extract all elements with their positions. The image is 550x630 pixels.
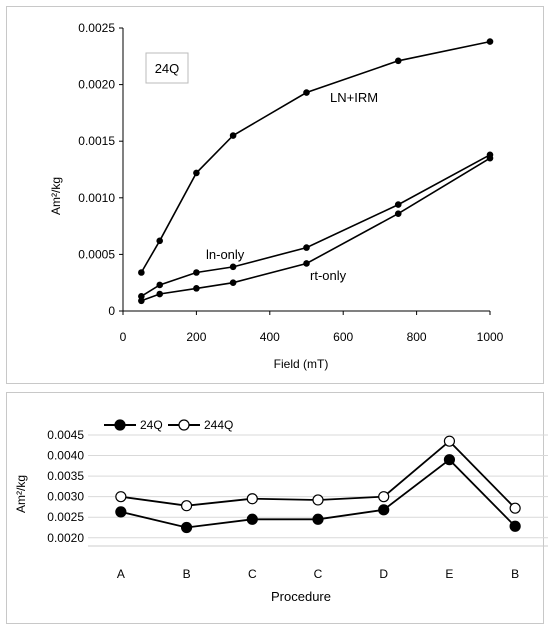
y-tick-label: 0.0010 [78,191,115,205]
series-line-ln-irm [140,40,491,273]
series-label-rt-only: rt-only [310,268,347,283]
y-axis-title: Am²/kg [14,475,28,513]
data-point-ln-only [193,269,200,276]
data-point-24q [378,504,390,516]
y-tick-label: 0.0005 [78,247,115,261]
data-point-ln-irm [156,237,163,245]
y-tick-label: 0.0035 [47,469,84,483]
legend-marker-244q [178,419,190,431]
data-point-24q [246,513,258,525]
x-tick-label: D [379,567,388,581]
x-axis-title: Procedure [271,589,331,604]
x-tick-label: E [445,567,453,581]
data-point-ln-irm [138,269,145,276]
x-tick-label: B [183,567,191,581]
data-point-ln-only [138,292,145,300]
y-tick-label: 0.0025 [47,510,84,524]
x-tick-label: C [248,567,257,581]
data-point-ln-only [229,263,237,271]
data-point-rt-only [193,285,200,292]
data-point-244q [312,494,324,506]
data-point-rt-only [486,154,494,162]
field-chart: 0 0.0005 0.0010 0.0015 0.0020 0.0025 0 200 400 6… [49,21,504,371]
field-chart-panel [6,6,544,384]
y-tick-label: 0.0045 [47,428,84,442]
data-point-244q [180,500,193,512]
data-point-ln-irm [303,89,310,96]
y-tick-label: 0.0025 [78,21,115,35]
legend-label-244q: 244Q [204,418,233,432]
sample-badge-label: 24Q [155,61,180,76]
x-tick-label: 800 [407,330,427,344]
legend: 24Q 244Q [104,418,233,432]
y-axis-title: Am²/kg [49,177,63,215]
data-point-ln-irm [486,38,494,45]
data-point-rt-only [156,290,163,298]
data-point-24q [115,506,127,518]
data-point-ln-only [303,244,310,251]
legend-label-24q: 24Q [140,418,163,432]
series-label-ln-irm: LN+IRM [330,90,378,105]
data-point-244q [115,491,127,503]
y-tick-label: 0.0020 [47,531,84,545]
data-point-ln-only [394,201,402,208]
y-tick-label: 0 [108,304,115,318]
data-point-24q [443,454,456,466]
sample-badge [145,52,189,84]
data-point-rt-only [303,260,310,267]
x-tick-label: 200 [186,330,206,344]
y-tick-label: 0.0015 [78,134,115,148]
y-tick-label: 0.0030 [47,490,84,504]
y-tick-labels: 0 0.0005 0.0010 0.0015 0.0020 0.0025 [78,21,123,318]
data-point-ln-irm [394,57,402,65]
y-tick-label: 0.0020 [78,78,115,92]
y-tick-labels: 0.0020 0.0025 0.0030 0.0035 0.0040 0.0045 [47,428,84,545]
data-point-244q [509,502,521,514]
data-point-24q [312,513,324,525]
series-group [115,435,521,534]
data-point-24q [509,520,521,532]
data-point-24q [180,521,193,534]
x-tick-label: 1000 [477,330,504,344]
data-point-rt-only [394,210,402,217]
legend-marker-24q [114,419,126,431]
data-point-ln-irm [229,132,237,139]
x-tick-label: 0 [120,330,127,344]
procedure-chart: 0.0020 0.0025 0.0030 0.0035 0.0040 0.0045 A B C… [14,418,548,604]
data-point-rt-only [138,297,145,305]
x-tick-label: B [511,567,519,581]
data-point-ln-irm [193,169,200,177]
x-tick-label: C [314,567,323,581]
data-point-244q [246,493,258,505]
data-point-rt-only [229,279,237,287]
x-tick-label: 400 [260,330,280,344]
data-point-ln-only [156,281,163,289]
data-point-244q [378,491,390,503]
data-point-244q [443,435,456,447]
series-label-ln-only: ln-only [206,247,245,262]
x-tick-labels: 0 200 400 600 800 1000 [120,311,504,344]
x-tick-label: 600 [333,330,353,344]
series-group [138,38,494,305]
procedure-chart-panel [6,392,544,624]
x-tick-label: A [117,567,125,581]
y-tick-label: 0.0040 [47,449,84,463]
x-axis-title: Field (mT) [274,357,329,371]
